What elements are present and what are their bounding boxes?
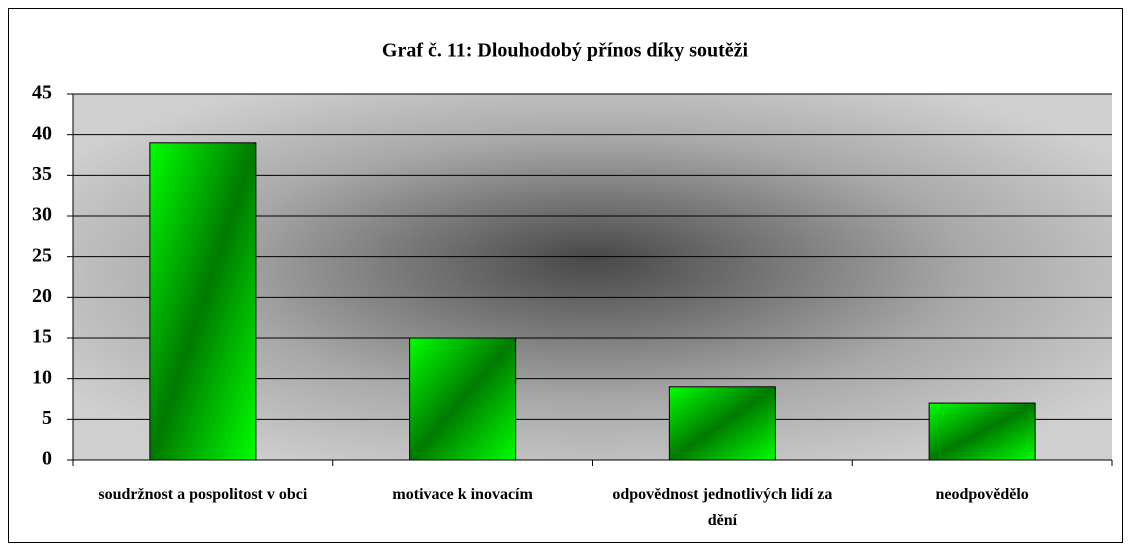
chart-title: Graf č. 11: Dlouhodobý přínos díky soutě…: [382, 40, 749, 62]
y-tick-label: 45: [32, 82, 52, 104]
y-tick-label: 15: [32, 326, 52, 348]
bar: [409, 337, 517, 461]
y-tick-label: 40: [32, 122, 52, 144]
y-tick-label: 35: [32, 163, 52, 185]
y-tick-label: 0: [42, 448, 52, 470]
x-tick-label: soudržnost a pospolitost v obci: [98, 486, 308, 503]
x-tick-label: neodpovědělo: [935, 486, 1029, 503]
y-tick-label: 30: [32, 204, 52, 226]
bar: [928, 402, 1036, 461]
bar: [149, 142, 257, 461]
x-tick-label: motivace k inovacím: [392, 486, 533, 503]
y-tick-label: 20: [32, 285, 52, 307]
y-tick-label: 5: [42, 407, 52, 429]
y-tick-label: 10: [32, 366, 52, 388]
bar: [668, 386, 776, 461]
x-tick-label: odpovědnost jednotlivých lidí za dění: [612, 486, 833, 529]
y-tick-label: 25: [32, 244, 52, 266]
